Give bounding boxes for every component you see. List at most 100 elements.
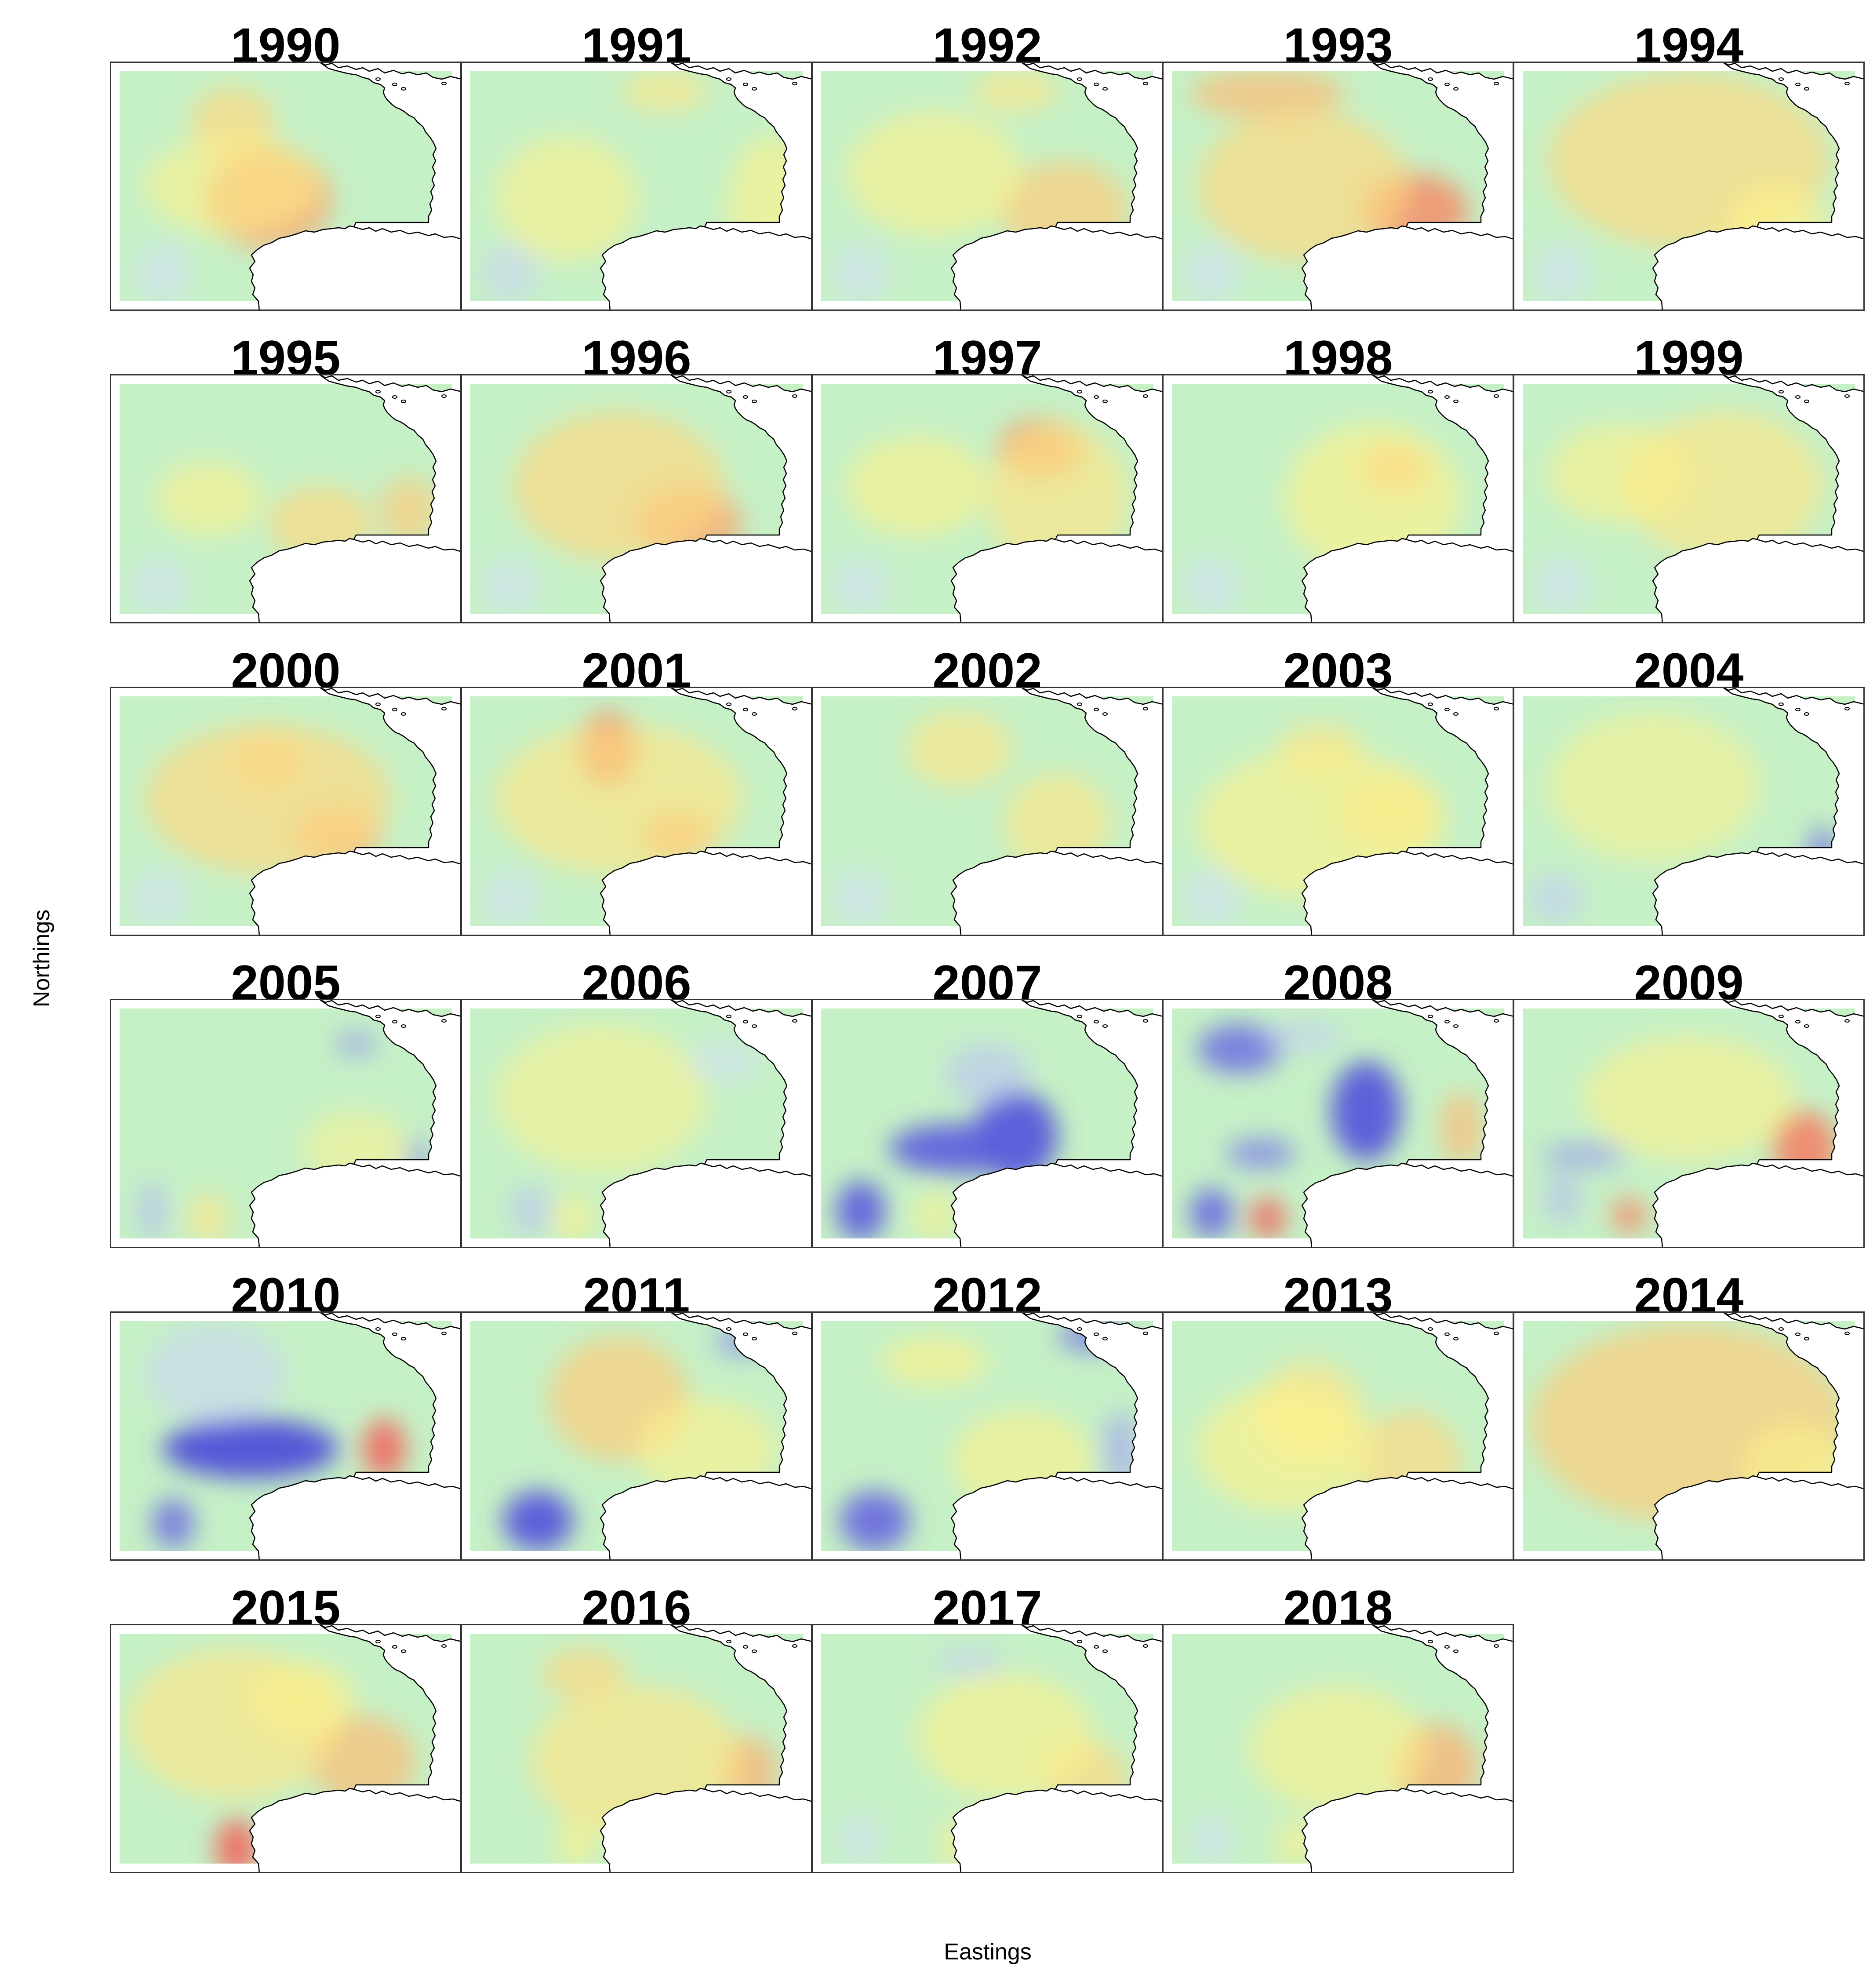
island — [1844, 82, 1850, 85]
cool-anomaly — [1541, 1143, 1626, 1169]
island — [1453, 712, 1459, 716]
coastline — [353, 226, 462, 240]
map-panel-2016: 2016 — [461, 1584, 812, 1873]
land-mass — [600, 687, 812, 936]
anomaly-map — [120, 1624, 462, 1873]
warm-anomaly — [363, 1418, 405, 1478]
island — [752, 400, 757, 403]
coastline — [704, 226, 812, 240]
coastline — [353, 1788, 462, 1802]
island — [1428, 1640, 1433, 1643]
island — [1844, 1332, 1850, 1335]
warm-anomaly — [906, 711, 1012, 786]
land-mass — [950, 62, 1163, 311]
island — [1804, 400, 1809, 403]
warm-anomaly — [1611, 1198, 1647, 1233]
cool-anomaly — [335, 1031, 377, 1056]
island — [375, 1015, 381, 1018]
island — [1844, 1019, 1850, 1023]
warm-anomaly — [622, 71, 707, 112]
cool-anomaly — [1534, 556, 1590, 614]
warm-anomaly — [310, 1716, 416, 1806]
land-mass — [600, 62, 812, 311]
island — [743, 1020, 748, 1023]
island — [1143, 707, 1148, 710]
coastline — [704, 539, 812, 553]
coastline — [1406, 1788, 1514, 1802]
coastline — [1055, 1788, 1163, 1802]
land-mass — [1652, 374, 1865, 623]
island — [726, 77, 731, 81]
island — [726, 703, 731, 706]
island — [441, 82, 447, 85]
island — [392, 1645, 397, 1649]
island — [1795, 83, 1801, 86]
land-mass — [1301, 687, 1514, 936]
island — [441, 1644, 447, 1648]
land-mass — [1301, 1624, 1514, 1873]
island — [392, 395, 397, 399]
island — [792, 1644, 797, 1648]
map-panel-1997: 1997 — [811, 334, 1163, 623]
island — [1804, 87, 1809, 91]
anomaly-map — [1172, 374, 1514, 623]
warm-anomaly — [381, 476, 437, 546]
cool-anomaly — [138, 1180, 166, 1238]
map-panel-2004: 2004 — [1513, 646, 1865, 936]
island — [752, 712, 757, 716]
island — [1795, 1333, 1801, 1336]
map-panel-1996: 1996 — [461, 334, 812, 623]
island — [1428, 390, 1433, 393]
map-panel-2008: 2008 — [1162, 958, 1514, 1248]
cool-anomaly — [1190, 1188, 1233, 1238]
anomaly-map — [1172, 687, 1514, 936]
island — [1444, 708, 1450, 711]
island — [441, 394, 447, 398]
island — [375, 1327, 381, 1331]
map-panel-2015: 2015 — [110, 1584, 462, 1873]
anomaly-map — [821, 1624, 1163, 1873]
warm-anomaly — [1548, 424, 1689, 524]
island — [1795, 708, 1801, 711]
island — [1444, 1020, 1450, 1023]
cool-anomaly — [510, 1186, 552, 1236]
island — [726, 1015, 731, 1018]
warm-anomaly — [187, 1193, 229, 1238]
island — [752, 87, 757, 91]
land-mass — [950, 687, 1163, 936]
island — [1143, 1332, 1148, 1335]
coastline — [1757, 539, 1865, 553]
cool-anomaly — [1527, 874, 1583, 924]
cool-anomaly — [833, 243, 889, 301]
island — [401, 712, 406, 716]
land-mass — [249, 62, 462, 311]
land-mass — [1301, 374, 1514, 623]
coastline — [1406, 1163, 1514, 1177]
island — [1094, 1020, 1099, 1023]
land-mass — [950, 1311, 1163, 1561]
warm-anomaly — [251, 1661, 356, 1737]
map-panel-2011: 2011 — [461, 1271, 812, 1561]
cool-anomaly — [503, 1491, 573, 1551]
island — [743, 83, 748, 86]
anomaly-map — [470, 62, 812, 311]
island — [792, 1332, 797, 1335]
land-mass — [1652, 687, 1865, 936]
map-panel-1990: 1990 — [110, 21, 462, 311]
island — [1494, 394, 1499, 398]
anomaly-map — [120, 62, 462, 311]
island — [792, 82, 797, 85]
island — [401, 1024, 406, 1028]
land-mass — [600, 1311, 812, 1561]
land-mass — [249, 1311, 462, 1561]
coastline — [353, 539, 462, 553]
coastline — [1757, 226, 1865, 240]
anomaly-map — [1172, 999, 1514, 1248]
anomaly-map — [120, 374, 462, 623]
island — [792, 394, 797, 398]
island — [401, 400, 406, 403]
land-mass — [600, 374, 812, 623]
cool-anomaly — [1183, 868, 1240, 926]
coastline — [704, 1476, 812, 1490]
cool-anomaly — [152, 1498, 194, 1548]
